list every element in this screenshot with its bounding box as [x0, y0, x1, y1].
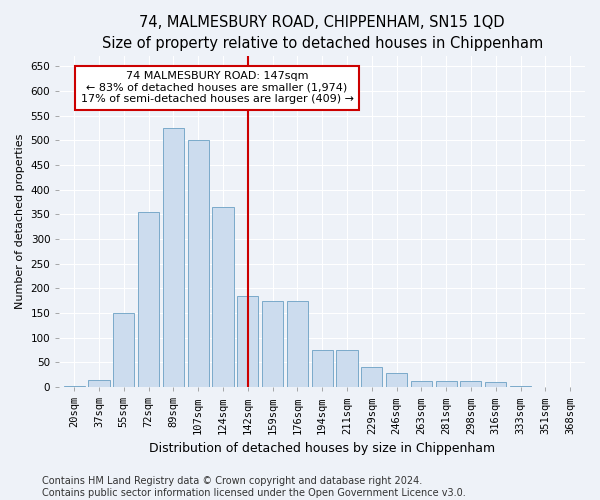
Bar	[163, 128, 184, 387]
Y-axis label: Number of detached properties: Number of detached properties	[15, 134, 25, 310]
Bar	[113, 313, 134, 387]
Bar	[311, 350, 333, 387]
Title: 74, MALMESBURY ROAD, CHIPPENHAM, SN15 1QD
Size of property relative to detached : 74, MALMESBURY ROAD, CHIPPENHAM, SN15 1Q…	[101, 15, 543, 51]
Bar	[262, 300, 283, 387]
Bar	[386, 374, 407, 387]
Text: 74 MALMESBURY ROAD: 147sqm
← 83% of detached houses are smaller (1,974)
17% of s: 74 MALMESBURY ROAD: 147sqm ← 83% of deta…	[80, 71, 353, 104]
Bar	[138, 212, 159, 387]
Bar	[460, 380, 481, 387]
Bar	[510, 386, 531, 387]
Bar	[88, 380, 110, 387]
Bar	[287, 300, 308, 387]
Bar	[337, 350, 358, 387]
X-axis label: Distribution of detached houses by size in Chippenham: Distribution of detached houses by size …	[149, 442, 495, 455]
Text: Contains HM Land Registry data © Crown copyright and database right 2024.
Contai: Contains HM Land Registry data © Crown c…	[42, 476, 466, 498]
Bar	[485, 382, 506, 387]
Bar	[361, 368, 382, 387]
Bar	[188, 140, 209, 387]
Bar	[411, 380, 432, 387]
Bar	[212, 207, 233, 387]
Bar	[64, 386, 85, 387]
Bar	[436, 380, 457, 387]
Bar	[237, 296, 259, 387]
